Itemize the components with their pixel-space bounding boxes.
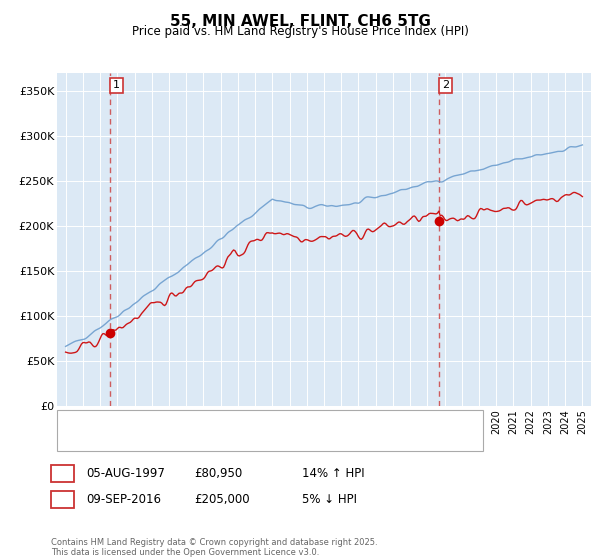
Text: £205,000: £205,000	[194, 493, 250, 506]
Text: 55, MIN AWEL, FLINT, CH6 5TG (detached house): 55, MIN AWEL, FLINT, CH6 5TG (detached h…	[96, 417, 350, 427]
Text: 1: 1	[113, 81, 120, 90]
Text: Contains HM Land Registry data © Crown copyright and database right 2025.
This d: Contains HM Land Registry data © Crown c…	[51, 538, 377, 557]
Text: 09-SEP-2016: 09-SEP-2016	[86, 493, 161, 506]
Text: 55, MIN AWEL, FLINT, CH6 5TG: 55, MIN AWEL, FLINT, CH6 5TG	[170, 14, 430, 29]
Text: £80,950: £80,950	[194, 466, 242, 480]
Text: 2: 2	[442, 81, 449, 90]
Text: 2: 2	[59, 493, 66, 506]
Text: 14% ↑ HPI: 14% ↑ HPI	[302, 466, 364, 480]
Text: HPI: Average price, detached house, Flintshire: HPI: Average price, detached house, Flin…	[96, 436, 337, 446]
Text: 1: 1	[59, 466, 66, 480]
Text: 5% ↓ HPI: 5% ↓ HPI	[302, 493, 357, 506]
Text: Price paid vs. HM Land Registry's House Price Index (HPI): Price paid vs. HM Land Registry's House …	[131, 25, 469, 38]
Text: 05-AUG-1997: 05-AUG-1997	[86, 466, 164, 480]
